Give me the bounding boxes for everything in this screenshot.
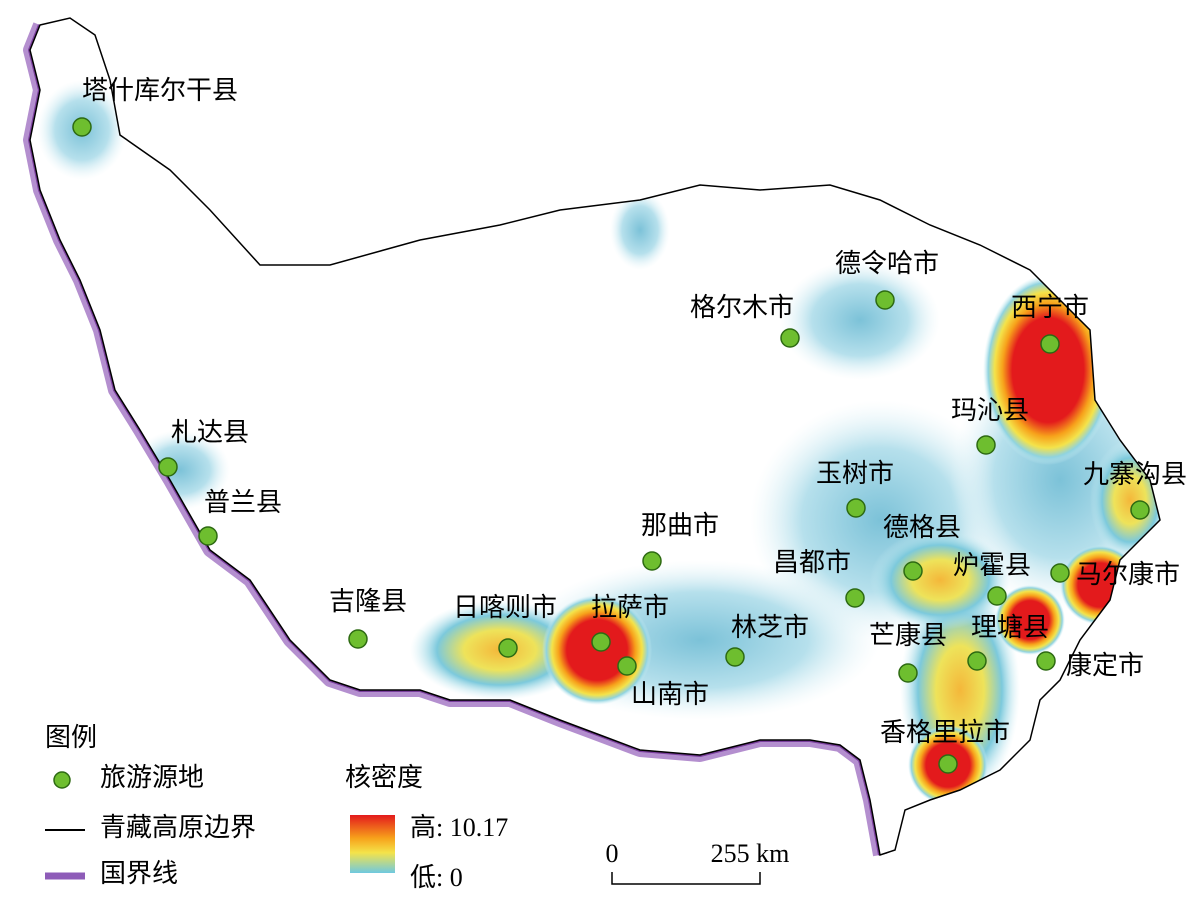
- scale-label: 0: [606, 839, 619, 868]
- place-label: 那曲市: [641, 511, 719, 540]
- place-dot: [725, 647, 745, 667]
- place-label: 塔什库尔干县: [82, 76, 238, 105]
- place-label: 拉萨市: [591, 593, 669, 622]
- place-dot: [1040, 334, 1060, 354]
- density-low: 低: 0: [410, 863, 463, 892]
- place-dot: [976, 435, 996, 455]
- place-dot: [617, 656, 637, 676]
- place-dot: [845, 588, 865, 608]
- place-dot: [780, 328, 800, 348]
- place-label: 普兰县: [204, 488, 282, 517]
- place-label: 昌都市: [773, 548, 851, 577]
- place-dot: [72, 117, 92, 137]
- density-title: 核密度: [345, 763, 423, 792]
- place-dot: [967, 651, 987, 671]
- density-ramp: [350, 815, 395, 873]
- legend-title: 图例: [45, 723, 97, 752]
- place-label: 德格县: [883, 513, 961, 542]
- place-dot: [846, 498, 866, 518]
- scale-bar: [611, 872, 761, 885]
- place-dot: [348, 629, 368, 649]
- place-label: 玉树市: [816, 459, 894, 488]
- place-dot: [875, 290, 895, 310]
- place-label: 玛沁县: [951, 396, 1029, 425]
- place-dot: [591, 632, 611, 652]
- place-dot: [938, 754, 958, 774]
- place-label: 马尔康市: [1076, 560, 1180, 589]
- place-dot: [898, 663, 918, 683]
- place-dot: [642, 551, 662, 571]
- place-label: 札达县: [171, 418, 249, 447]
- place-label: 德令哈市: [835, 249, 939, 278]
- legend-item: 国界线: [100, 859, 178, 888]
- place-dot: [158, 457, 178, 477]
- place-label: 九寨沟县: [1083, 460, 1187, 489]
- place-dot: [198, 526, 218, 546]
- place-dot: [987, 586, 1007, 606]
- place-label: 西宁市: [1011, 293, 1089, 322]
- place-dot: [1050, 563, 1070, 583]
- place-label: 理塘县: [971, 613, 1049, 642]
- place-label: 炉霍县: [953, 551, 1031, 580]
- place-dot: [903, 561, 923, 581]
- place-label: 吉隆县: [329, 587, 407, 616]
- place-label: 香格里拉市: [880, 718, 1010, 747]
- place-label: 日喀则市: [453, 593, 557, 622]
- density-high: 高: 10.17: [410, 813, 508, 842]
- place-label: 山南市: [631, 680, 709, 709]
- place-label: 格尔木市: [690, 293, 794, 322]
- legend-item: 旅游源地: [100, 763, 204, 792]
- place-label: 康定市: [1066, 651, 1144, 680]
- legend-dot: [53, 771, 71, 789]
- place-label: 林芝市: [731, 613, 809, 642]
- place-dot: [1130, 500, 1150, 520]
- scale-label: 255 km: [711, 839, 790, 868]
- place-dot: [498, 638, 518, 658]
- place-label: 芒康县: [869, 621, 947, 650]
- place-dot: [1036, 651, 1056, 671]
- legend-item: 青藏高原边界: [100, 813, 256, 842]
